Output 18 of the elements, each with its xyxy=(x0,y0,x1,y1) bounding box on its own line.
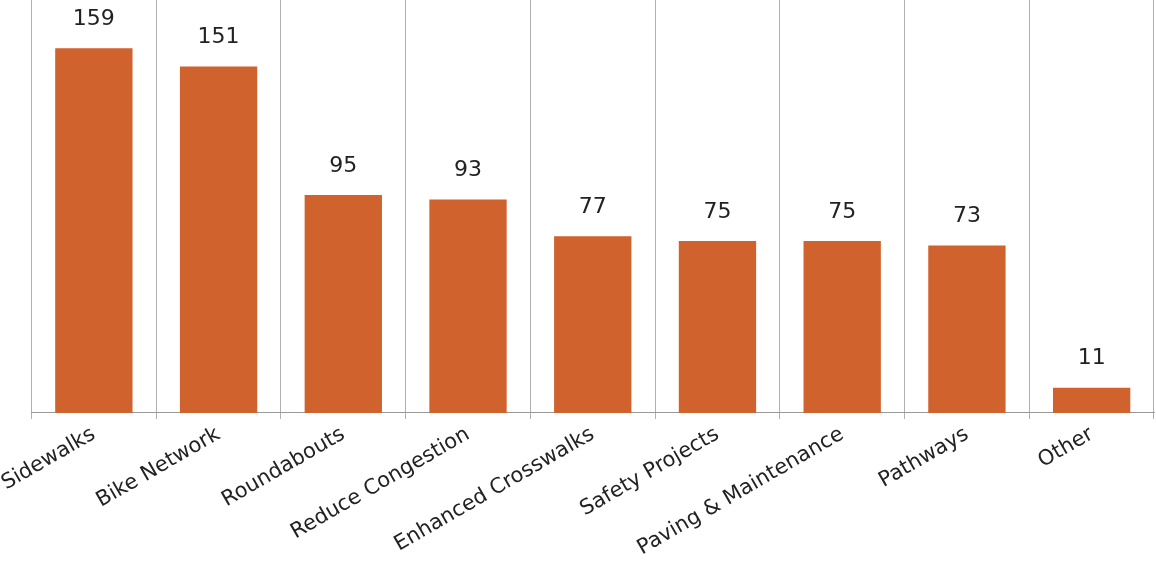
data-label: 11 xyxy=(1077,344,1106,370)
bar xyxy=(928,245,1006,413)
data-label: 151 xyxy=(197,23,240,49)
bar xyxy=(678,240,757,413)
bar xyxy=(803,240,881,413)
data-label: 75 xyxy=(828,197,857,223)
bar xyxy=(429,199,507,413)
bar xyxy=(1052,387,1131,413)
data-label: 77 xyxy=(578,193,607,219)
data-label: 93 xyxy=(454,156,483,182)
bar xyxy=(554,236,632,413)
data-label: 159 xyxy=(72,4,115,30)
data-label: 95 xyxy=(329,151,358,177)
bar xyxy=(179,66,258,413)
bar xyxy=(55,48,133,413)
data-label: 75 xyxy=(703,197,732,223)
bar xyxy=(304,195,382,413)
data-label: 73 xyxy=(952,202,981,228)
